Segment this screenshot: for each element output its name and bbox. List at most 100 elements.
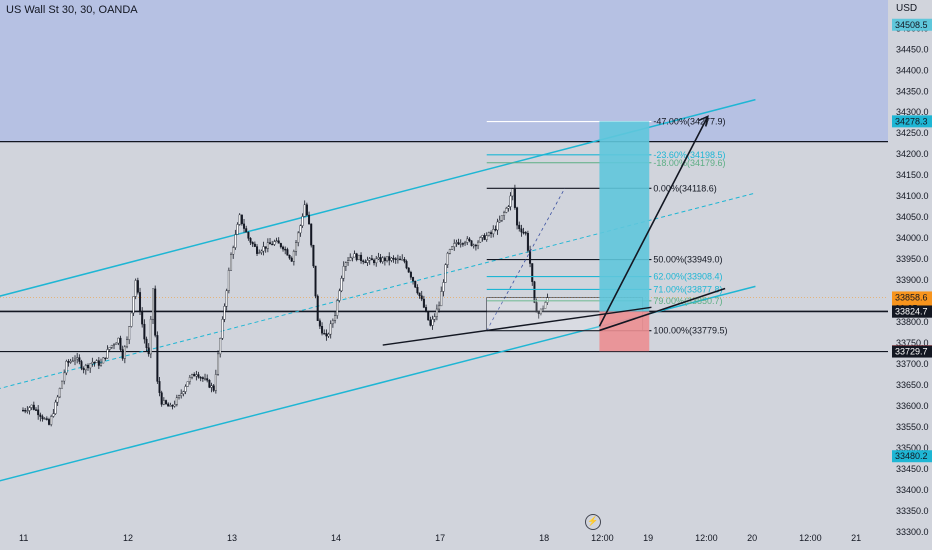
candle xyxy=(524,232,527,234)
candle xyxy=(457,242,460,245)
candle xyxy=(136,280,139,293)
symbol-title[interactable]: US Wall St 30, 30, OANDA xyxy=(6,4,138,16)
candle xyxy=(303,204,306,217)
candle xyxy=(535,302,538,313)
price-badge-label: 33480.2 xyxy=(895,451,928,461)
candle xyxy=(422,298,425,308)
candle xyxy=(355,253,358,261)
candle xyxy=(87,365,90,369)
price-tick-label: 34100.0 xyxy=(896,191,929,201)
candle xyxy=(481,235,484,238)
candle xyxy=(238,214,241,225)
price-tick-label: 34300.0 xyxy=(896,107,929,117)
price-badge xyxy=(892,115,932,128)
candle xyxy=(102,357,105,364)
candle xyxy=(377,257,380,260)
candle xyxy=(533,281,536,303)
price-badge-label: 33729.7 xyxy=(895,347,928,357)
candle xyxy=(349,257,352,261)
candle xyxy=(119,337,122,350)
candle xyxy=(264,246,267,249)
candle xyxy=(162,400,165,405)
candle xyxy=(273,241,276,245)
candle xyxy=(412,277,415,282)
price-tick-label: 33400.0 xyxy=(896,485,929,495)
price-badge-label: 33858.6 xyxy=(895,292,928,302)
candle xyxy=(223,306,226,320)
candle xyxy=(407,267,410,273)
candle xyxy=(30,404,33,408)
price-tick-label: 34000.0 xyxy=(896,233,929,243)
candle xyxy=(529,250,532,264)
candle xyxy=(429,319,432,326)
candle xyxy=(104,357,107,360)
candle xyxy=(344,262,347,267)
candle xyxy=(414,280,417,288)
candle xyxy=(316,295,319,321)
price-badge-label: 34508.5 xyxy=(895,20,928,30)
price-tick-label: 33700.0 xyxy=(896,359,929,369)
candle xyxy=(505,208,508,213)
candle xyxy=(141,311,144,325)
projection-arrow-head xyxy=(698,115,709,127)
candle xyxy=(43,418,46,420)
candle xyxy=(418,292,421,296)
candle xyxy=(403,259,406,262)
candle xyxy=(277,240,280,244)
candle xyxy=(509,195,512,207)
time-tick-label: 11 xyxy=(19,533,28,543)
candle xyxy=(210,385,213,388)
candle xyxy=(48,419,51,425)
candle xyxy=(121,349,124,359)
candle xyxy=(212,385,215,391)
time-tick-label: 18 xyxy=(539,533,549,543)
candle xyxy=(323,333,326,335)
candle xyxy=(464,242,467,244)
candle xyxy=(477,241,480,246)
price-tick-label: 33350.0 xyxy=(896,506,929,516)
candle xyxy=(490,232,493,235)
candle xyxy=(22,409,25,412)
candle xyxy=(318,320,321,327)
candle xyxy=(67,361,70,363)
candle xyxy=(546,297,549,303)
price-tick-label: 33450.0 xyxy=(896,464,929,474)
price-tick-label: 34350.0 xyxy=(896,86,929,96)
candle xyxy=(284,248,287,251)
candle xyxy=(50,416,53,425)
candle xyxy=(531,263,534,282)
candle xyxy=(247,232,250,239)
candle xyxy=(199,377,202,379)
candle xyxy=(513,188,516,208)
candle xyxy=(206,378,209,381)
candle xyxy=(383,257,386,262)
price-tick-label: 33600.0 xyxy=(896,401,929,411)
candle xyxy=(232,247,235,255)
candle xyxy=(474,244,477,247)
candle xyxy=(325,333,328,337)
tradingview-logo-icon[interactable]: ⚡ xyxy=(585,514,601,530)
candle xyxy=(295,242,298,252)
candle xyxy=(100,362,103,366)
candle xyxy=(446,253,449,265)
price-tick-label: 34150.0 xyxy=(896,170,929,180)
candle xyxy=(396,258,399,261)
candle xyxy=(431,319,434,326)
time-tick-label: 21 xyxy=(851,533,861,543)
candle xyxy=(106,349,109,359)
candle xyxy=(494,229,497,231)
candle xyxy=(245,228,248,233)
candles-group xyxy=(22,184,549,427)
candle xyxy=(433,316,436,320)
target-zone xyxy=(0,0,888,142)
fib-level-label: -18.00%(34179.6) xyxy=(653,158,725,168)
candle xyxy=(539,308,542,315)
candle xyxy=(314,265,317,297)
candle xyxy=(84,365,87,371)
candle xyxy=(373,259,376,264)
time-tick-label: 12:00 xyxy=(591,533,614,543)
candle xyxy=(217,353,220,375)
candle xyxy=(115,342,118,345)
candle xyxy=(485,235,488,240)
